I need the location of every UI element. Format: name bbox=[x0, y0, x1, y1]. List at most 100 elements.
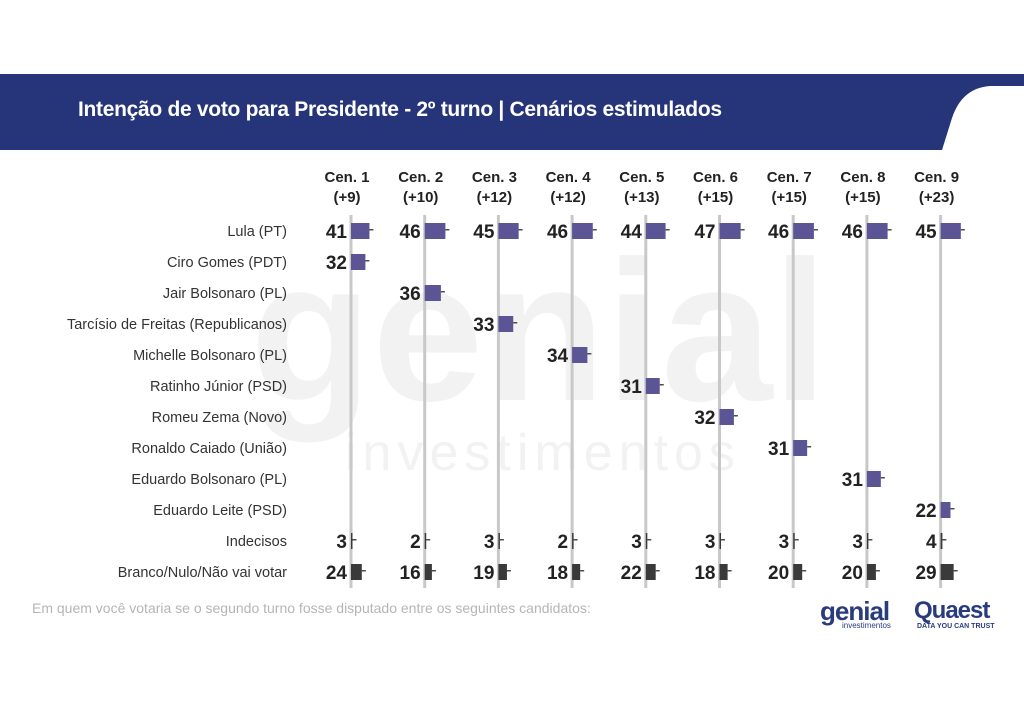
row-label: Eduardo Bolsonaro (PL) bbox=[131, 472, 287, 488]
bar bbox=[940, 564, 954, 580]
bar bbox=[940, 223, 961, 239]
value-label: 33 bbox=[473, 315, 494, 336]
bar bbox=[940, 502, 951, 518]
bar bbox=[645, 533, 648, 549]
value-label: 22 bbox=[621, 563, 642, 584]
value-label: 46 bbox=[842, 222, 863, 243]
value-label: 18 bbox=[547, 563, 568, 584]
value-label: 3 bbox=[852, 532, 863, 553]
bar bbox=[572, 347, 588, 363]
bar bbox=[572, 564, 581, 580]
row-label: Branco/Nulo/Não vai votar bbox=[118, 565, 287, 581]
bar bbox=[719, 409, 734, 425]
bar bbox=[719, 564, 728, 580]
page-title: Intenção de voto para Presidente - 2º tu… bbox=[78, 98, 722, 121]
scenario-name: Cen. 2 bbox=[398, 169, 443, 186]
value-label: 3 bbox=[631, 532, 642, 553]
bar bbox=[793, 564, 803, 580]
value-label: 3 bbox=[705, 532, 716, 553]
scenario-diff: (+15) bbox=[698, 189, 733, 206]
bar bbox=[719, 533, 721, 549]
value-label: 46 bbox=[768, 222, 789, 243]
scenario-name: Cen. 1 bbox=[324, 169, 369, 186]
value-label: 44 bbox=[621, 222, 643, 243]
row-label: Tarcísio de Freitas (Republicanos) bbox=[67, 317, 287, 333]
row-label: Indecisos bbox=[226, 534, 287, 550]
bar bbox=[351, 564, 362, 580]
bar bbox=[866, 471, 881, 487]
row-label: Ciro Gomes (PDT) bbox=[167, 255, 287, 271]
bar bbox=[424, 533, 427, 549]
scenario-name: Cen. 9 bbox=[914, 169, 959, 186]
value-label: 32 bbox=[326, 253, 347, 274]
scenario-name: Cen. 4 bbox=[546, 169, 592, 186]
bar bbox=[866, 223, 888, 239]
title-banner bbox=[0, 74, 1024, 150]
row-label: Romeu Zema (Novo) bbox=[152, 410, 287, 426]
value-label: 2 bbox=[410, 532, 421, 553]
row-label: Michelle Bolsonaro (PL) bbox=[133, 348, 287, 364]
row-label: Jair Bolsonaro (PL) bbox=[163, 286, 287, 302]
value-label: 24 bbox=[326, 563, 348, 584]
value-label: 22 bbox=[915, 501, 936, 522]
bar bbox=[498, 533, 500, 549]
bar bbox=[351, 533, 353, 549]
genial-logo-sub: investimentos bbox=[842, 621, 891, 630]
bar bbox=[793, 223, 814, 239]
value-label: 31 bbox=[621, 377, 643, 398]
row-label: Lula (PT) bbox=[227, 224, 287, 240]
bar bbox=[719, 223, 741, 239]
quaest-logo: Quaest bbox=[914, 597, 990, 624]
scenario-diff: (+13) bbox=[624, 189, 659, 206]
scenario-name: Cen. 6 bbox=[693, 169, 738, 186]
bar bbox=[351, 254, 366, 270]
bar bbox=[498, 564, 507, 580]
bar bbox=[866, 533, 869, 549]
bar bbox=[572, 223, 593, 239]
value-label: 29 bbox=[915, 563, 936, 584]
bar bbox=[645, 223, 666, 239]
value-label: 41 bbox=[326, 222, 348, 243]
value-label: 34 bbox=[547, 346, 569, 367]
scenario-diff: (+15) bbox=[845, 189, 880, 206]
value-label: 4 bbox=[926, 532, 937, 553]
value-label: 3 bbox=[336, 532, 347, 553]
value-label: 19 bbox=[473, 563, 494, 584]
bar bbox=[498, 316, 514, 332]
value-label: 20 bbox=[768, 563, 789, 584]
scenario-name: Cen. 8 bbox=[840, 169, 885, 186]
value-label: 47 bbox=[694, 222, 715, 243]
scenario-name: Cen. 5 bbox=[619, 169, 664, 186]
row-label: Ronaldo Caiado (União) bbox=[131, 441, 287, 457]
scenario-diff: (+12) bbox=[550, 189, 585, 206]
scenario-diff: (+10) bbox=[403, 189, 438, 206]
bar bbox=[498, 223, 519, 239]
value-label: 20 bbox=[842, 563, 863, 584]
value-label: 46 bbox=[547, 222, 568, 243]
value-label: 16 bbox=[400, 563, 421, 584]
bar bbox=[793, 440, 808, 456]
quaest-logo-sub: DATA YOU CAN TRUST bbox=[917, 623, 995, 630]
footnote: Em quem você votaria se o segundo turno … bbox=[32, 600, 591, 616]
value-label: 36 bbox=[400, 284, 421, 305]
value-label: 31 bbox=[768, 439, 790, 460]
bar bbox=[645, 378, 660, 394]
scenario-name: Cen. 3 bbox=[472, 169, 517, 186]
bar bbox=[866, 564, 876, 580]
bar bbox=[645, 564, 656, 580]
scenario-name: Cen. 7 bbox=[767, 169, 812, 186]
value-label: 2 bbox=[558, 532, 569, 553]
scenario-diff: (+9) bbox=[333, 189, 360, 206]
value-label: 31 bbox=[842, 470, 864, 491]
value-label: 18 bbox=[694, 563, 715, 584]
logos: genial investimentos Quaest DATA YOU CAN… bbox=[820, 596, 1000, 636]
bar bbox=[424, 285, 441, 301]
bar bbox=[424, 223, 446, 239]
value-label: 3 bbox=[484, 532, 495, 553]
value-label: 45 bbox=[915, 222, 937, 243]
genial-logo: genial bbox=[820, 596, 890, 626]
bar bbox=[351, 223, 370, 239]
bar bbox=[424, 564, 432, 580]
scenario-diff: (+15) bbox=[771, 189, 806, 206]
